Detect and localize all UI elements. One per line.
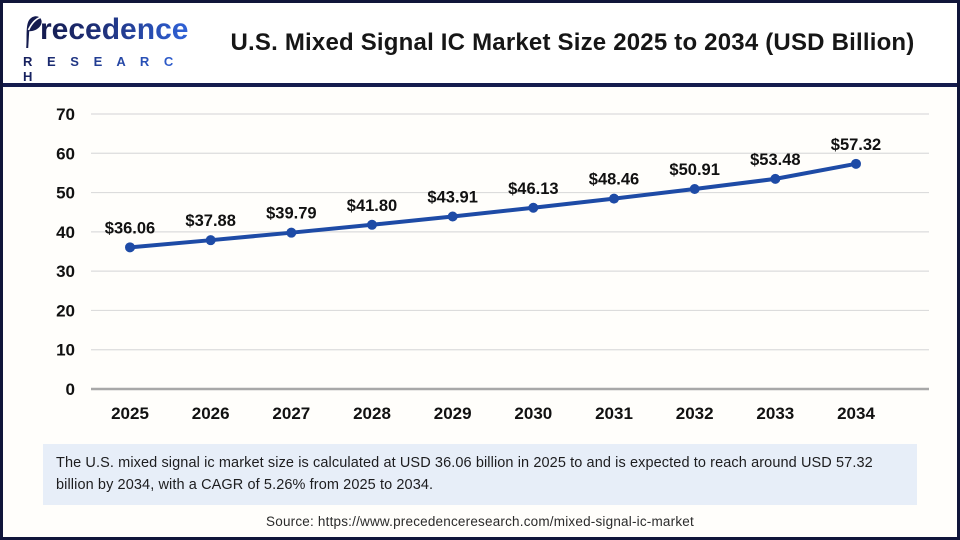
- y-tick-label: 30: [56, 262, 75, 281]
- data-label: $36.06: [105, 219, 155, 237]
- line-chart: 0 10 20 30 40 50 60 70 2025 2026 2027 2028 2029 2030 2…: [3, 87, 957, 437]
- summary-callout: The U.S. mixed signal ic market size is …: [43, 444, 917, 505]
- data-label: $53.48: [750, 151, 800, 169]
- data-point: [528, 202, 539, 213]
- data-point: [851, 158, 861, 169]
- data-label: $48.46: [589, 171, 639, 189]
- leaf-p-logo-icon: [19, 15, 43, 53]
- data-point: [367, 219, 377, 230]
- data-point: [770, 173, 781, 184]
- data-label: $39.79: [266, 205, 316, 223]
- data-point: [609, 193, 619, 204]
- y-tick-label: 50: [56, 184, 75, 203]
- data-point: [447, 211, 458, 222]
- y-tick-label: 10: [56, 341, 75, 360]
- data-label: $41.80: [347, 197, 397, 215]
- data-label: $46.13: [508, 180, 558, 198]
- brand-logo-wordmark: recedence: [19, 15, 188, 53]
- data-point: [286, 227, 297, 238]
- brand-name: recedence: [40, 13, 189, 46]
- y-tick-label: 40: [56, 223, 75, 242]
- data-label: $43.91: [427, 188, 477, 206]
- x-tick-label: 2031: [595, 404, 633, 423]
- series-line: [128, 161, 858, 250]
- x-tick-label: 2033: [756, 404, 794, 423]
- summary-text: The U.S. mixed signal ic market size is …: [56, 455, 873, 494]
- y-tick-label: 0: [66, 380, 75, 399]
- data-label: $37.88: [185, 212, 235, 230]
- y-tick-label: 20: [56, 301, 75, 320]
- x-tick-label: 2034: [837, 404, 875, 423]
- data-point: [689, 183, 700, 194]
- data-point: [205, 235, 216, 246]
- brand-subtitle: R E S E A R C H: [23, 54, 189, 84]
- x-tick-label: 2028: [353, 404, 391, 423]
- x-tick-label: 2030: [514, 404, 552, 423]
- x-tick-label: 2027: [272, 404, 310, 423]
- brand-logo: recedence R E S E A R C H: [19, 15, 189, 85]
- x-tick-label: 2032: [676, 404, 714, 423]
- page-title: U.S. Mixed Signal IC Market Size 2025 to…: [230, 29, 915, 56]
- y-tick-label: 60: [56, 144, 75, 163]
- data-label: $57.32: [831, 136, 881, 154]
- source-attribution: Source: https://www.precedenceresearch.c…: [266, 513, 694, 529]
- title-container: U.S. Mixed Signal IC Market Size 2025 to…: [188, 29, 957, 57]
- header-divider: [3, 83, 957, 87]
- header: recedence R E S E A R C H U.S. Mixed Sig…: [3, 3, 957, 85]
- data-point: [125, 242, 135, 253]
- x-tick-label: 2025: [111, 404, 149, 423]
- x-tick-label: 2029: [434, 404, 472, 423]
- data-label: $50.91: [669, 161, 719, 179]
- y-tick-label: 70: [56, 105, 75, 124]
- x-tick-label: 2026: [192, 404, 230, 423]
